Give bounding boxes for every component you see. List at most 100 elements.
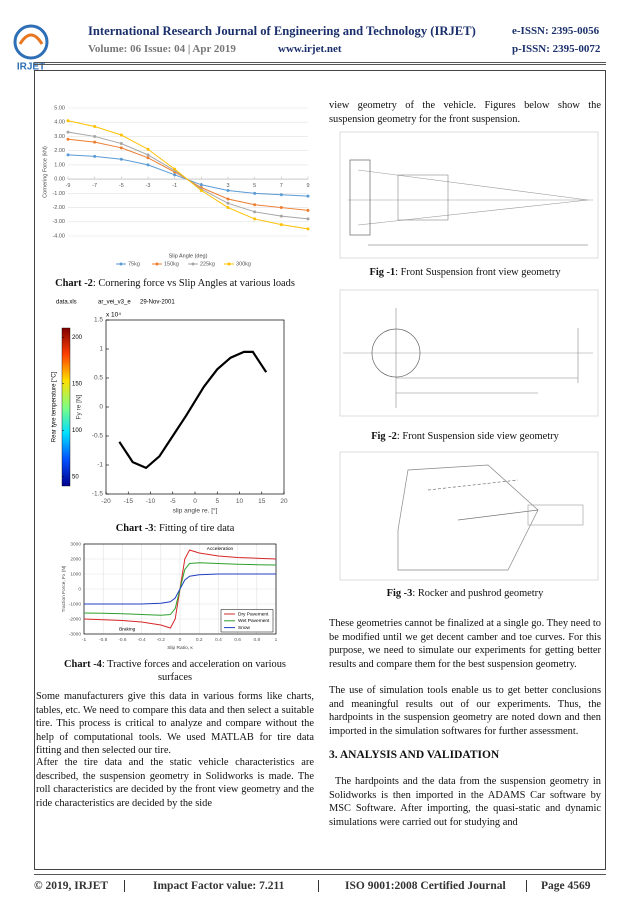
header-rule [34,62,606,63]
x-tick-label: 9 [306,183,309,189]
caption: Fig -2: Front Suspension side view geome… [329,431,601,442]
point-marker [306,217,310,221]
colorbar [61,327,71,487]
y-tick-label: -1.00 [52,191,65,197]
y-axis-label: Cornering Force (kN) [42,146,48,198]
point-marker [66,137,70,141]
cad-line [357,169,589,201]
legend-label: Snow [238,625,251,631]
caption-text: : Tractive forces and acceleration on va… [101,659,286,683]
paragraph: view geometry of the vehicle. Figures be… [329,100,601,125]
caption-label: Chart -3 [115,523,154,534]
x-tick-label: -9 [66,183,71,189]
p-issn: p-ISSN: 2395-0072 [512,43,601,55]
footer-rule [34,874,606,875]
chart-traction: -3000 -2000 -1000 0 1000 2000 3000 -1 -0.8 -0.6 -0… [61,541,278,651]
point-marker [173,173,177,177]
point-marker [173,167,177,171]
point-marker [146,163,150,167]
x-tick-label: 0.8 [253,637,260,643]
cad-side-view [339,289,599,417]
caption: Fig -1: Front Suspension front view geom… [329,267,601,278]
cad-rocker [339,451,599,581]
x-tick-label: 1 [275,637,278,643]
y-tick-label: 1.00 [54,162,65,168]
y-tick-label: 5.00 [54,105,65,111]
annotation: 29-Nov-2001 [140,300,175,306]
point-marker [119,133,123,137]
point-marker [226,197,230,201]
y-tick-label: -2000 [69,616,82,622]
caption-label: Chart -4 [64,659,102,670]
x-tick-label: 20 [280,498,288,505]
series-line [118,350,268,470]
point-marker [279,223,283,227]
caption: Chart -2: Cornering force vs Slip Angles… [36,278,314,289]
x-tick-label: -5 [119,183,124,189]
point-marker [306,227,310,231]
logo-ring [13,24,49,60]
point-marker [226,201,230,205]
point-marker [253,210,257,214]
series-line [67,120,309,230]
content-frame [34,70,606,870]
paragraph: The hardpoints and the data from the sus… [329,776,601,828]
point-marker [279,214,283,218]
point-marker [146,153,150,157]
y-tick-label: -4.00 [52,233,65,239]
caption-label: Fig -2 [371,431,397,442]
y-multiplier: x 10⁴ [106,312,121,319]
logo-art: IRJET [13,24,49,73]
y-tick-label: 2000 [70,556,81,562]
caption-label: Fig -3 [386,588,413,599]
caption: Chart -3: Fitting of tire data [36,523,314,534]
cad-arm [397,174,449,221]
section-heading: 3. ANALYSIS AND VALIDATION [329,749,500,761]
x-tick-label: 5 [253,183,256,189]
legend-marker [191,262,195,266]
cad-line [357,199,589,226]
y-tick-label: 0.00 [54,177,65,183]
y-tick-label: 4.00 [54,120,65,126]
cad-frame [339,131,599,259]
series-line [67,154,309,197]
y-tick-label: 1 [99,346,103,353]
x-tick-label: 7 [280,183,283,189]
legend-label: Wet Pavement [238,618,270,624]
y-tick-label: 2.00 [54,148,65,154]
y-tick-label: 1000 [70,571,81,577]
point-marker [93,134,97,138]
point-marker [93,140,97,144]
colorbar-tick-label: 100 [72,428,83,434]
point-marker [253,203,257,207]
x-axis-label: Slip Angle (deg) [169,253,208,259]
logo-arc [18,33,44,45]
y-tick-label: 3.00 [54,134,65,140]
footer-page: Page 4569 [526,880,591,892]
point-marker [226,188,230,192]
point-marker [146,156,150,160]
point-marker [253,217,257,221]
colorbar-label: Rear tyre temperature [°C] [52,371,58,442]
legend-label: Dry Pavement [238,611,269,617]
x-tick-label: -20 [101,498,111,505]
point-marker [93,154,97,158]
point-marker [226,206,230,210]
colorbar-tick-label: 150 [72,381,83,387]
y-tick-label: 0 [78,586,81,592]
series-line [84,573,276,605]
cad-rocker-arm [457,509,539,521]
caption-text: : Front Suspension side view geometry [396,431,559,442]
legend-label: 300kg [236,261,251,267]
volume: Volume: 06 Issue: 04 | Apr 2019 [88,43,236,55]
y-tick-label: -3.00 [52,219,65,225]
x-tick-label: 3 [226,183,229,189]
legend-marker [119,262,123,266]
x-tick-label: 10 [236,498,244,505]
point-marker [279,193,283,197]
legend-box [220,609,274,633]
chart-cornering: -4.00 -3.00 -2.00 -1.00 0.00 1.00 2.00 3.00 4.00… [42,105,310,267]
cad-front-view [339,131,599,259]
caption-text: : Rocker and pushrod geometry [412,588,544,599]
